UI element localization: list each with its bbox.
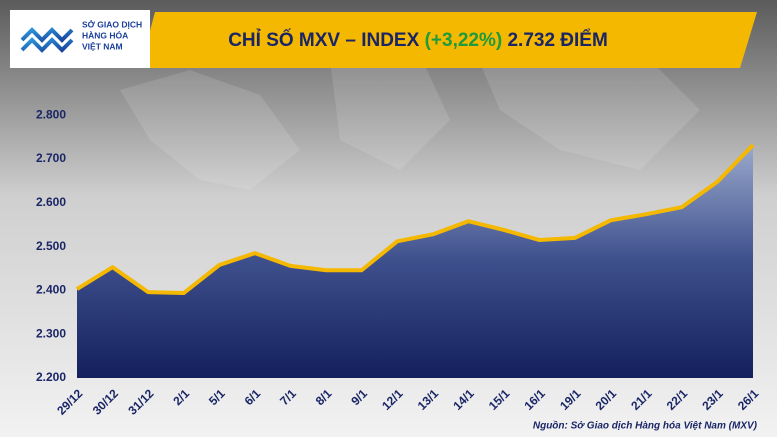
title-main: CHỈ SỐ MXV – INDEX bbox=[228, 29, 419, 51]
y-tick-label: 2.200 bbox=[36, 370, 66, 384]
y-tick-label: 2.700 bbox=[36, 151, 66, 165]
title-banner bbox=[140, 12, 757, 68]
world-map bbox=[120, 40, 700, 190]
logo-text: VIỆT NAM bbox=[82, 40, 123, 51]
y-tick-label: 2.400 bbox=[36, 283, 66, 297]
y-tick-label: 2.300 bbox=[36, 326, 66, 340]
logo-text: HÀNG HÓA bbox=[82, 29, 128, 40]
source-note: Nguồn: Sở Giao dịch Hàng hóa Việt Nam (M… bbox=[533, 420, 758, 432]
logo-icon bbox=[20, 27, 74, 53]
title-change: (+3,22%) bbox=[425, 30, 503, 51]
logo-text: SỞ GIAO DỊCH bbox=[82, 18, 142, 29]
chart-title: CHỈ SỐ MXV – INDEX (+3,22%) 2.732 ĐIỂM bbox=[228, 29, 608, 51]
y-tick-label: 2.500 bbox=[36, 239, 66, 253]
area bbox=[77, 144, 753, 378]
line bbox=[75, 143, 755, 296]
title-value: 2.732 ĐIỂM bbox=[507, 29, 607, 51]
y-tick-label: 2.600 bbox=[36, 195, 66, 209]
y-tick-label: 2.800 bbox=[36, 107, 66, 121]
